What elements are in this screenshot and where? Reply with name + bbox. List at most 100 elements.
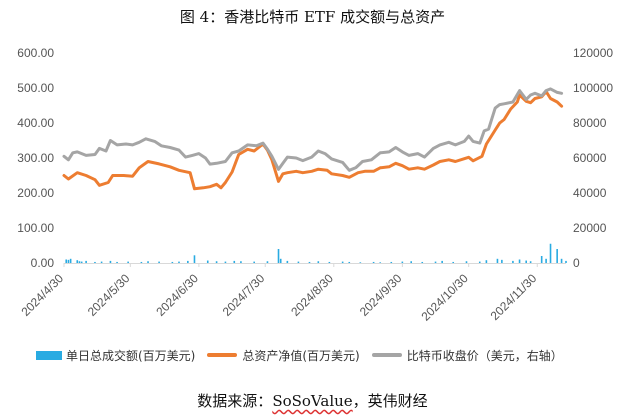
- y-axis-right: 0 20000 40000 60000 80000 100000 120000: [573, 46, 613, 270]
- x-tick-label: 2024/6/30: [153, 271, 201, 319]
- legend-label-volume: 单日总成交额(百万美元): [66, 348, 196, 363]
- y-right-tick-label: 80000: [573, 116, 607, 130]
- chart-plot: 0.00 100.00 200.00 300.00 400.00 500.00 600.00…: [17, 46, 613, 324]
- x-tick-label: 2024/5/30: [85, 271, 133, 319]
- y-left-tick-label: 400.00: [17, 116, 54, 130]
- volume-bar: [127, 261, 129, 263]
- volume-bar: [496, 258, 499, 263]
- volume-bar: [233, 260, 236, 263]
- volume-bar: [556, 249, 558, 263]
- y-left-tick-label: 100.00: [17, 221, 54, 235]
- volume-bar: [85, 260, 87, 263]
- x-tick-label: 2024/4/30: [18, 271, 66, 319]
- legend-swatch-btc: [371, 353, 402, 357]
- volume-bar: [452, 261, 455, 263]
- volume-bar: [549, 243, 552, 263]
- volume-bar: [266, 261, 269, 263]
- volume-bar: [379, 262, 382, 263]
- y-right-tick-label: 120000: [573, 46, 613, 60]
- x-tick-label: 2024/8/30: [288, 271, 336, 319]
- x-tick-label: 2024/9/30: [357, 271, 405, 319]
- volume-bar: [465, 261, 468, 263]
- volume-bar: [178, 261, 180, 263]
- volume-bar: [525, 260, 527, 263]
- y-left-tick-label: 300.00: [17, 151, 54, 165]
- x-axis: 2024/4/30 2024/5/30 2024/6/30 2024/7/30 2024…: [18, 263, 540, 324]
- y-left-tick-label: 500.00: [17, 81, 54, 95]
- volume-bar: [80, 261, 83, 263]
- price-lines: [62, 87, 564, 191]
- volume-bar: [67, 259, 70, 263]
- volume-bar: [279, 258, 282, 263]
- volume-bar: [147, 261, 149, 263]
- y-right-tick-label: 20000: [573, 221, 607, 235]
- y-right-tick-label: 100000: [573, 81, 613, 95]
- volume-bar: [297, 261, 300, 263]
- volume-bar: [94, 261, 96, 263]
- legend: 单日总成交额(百万美元) 总资产净值(百万美元) 比特币收盘价（美元，右轴）: [36, 346, 621, 364]
- volume-bar: [277, 249, 280, 263]
- volume-bar: [78, 261, 81, 263]
- volume-bar: [401, 261, 404, 263]
- volume-bar: [512, 260, 514, 263]
- source-prefix: 数据来源：: [197, 392, 273, 410]
- volume-bar: [545, 258, 547, 263]
- y-left-tick-label: 200.00: [17, 186, 54, 200]
- volume-bar: [69, 258, 72, 263]
- volume-bar: [240, 261, 242, 263]
- volume-bar: [560, 258, 563, 263]
- y-left-tick-label: 600.00: [17, 46, 54, 60]
- volume-bar: [529, 261, 532, 263]
- volume-bar: [565, 260, 567, 263]
- legend-label-btc: 比特币收盘价（美元，右轴）: [406, 348, 563, 363]
- volume-bar: [434, 261, 437, 263]
- volume-bar: [421, 261, 424, 263]
- y-right-tick-label: 40000: [573, 186, 607, 200]
- volume-bar: [390, 261, 393, 263]
- volume-bar: [348, 261, 351, 263]
- y-left-tick-label: 0.00: [31, 256, 55, 270]
- legend-item-aum: 总资产净值(百万美元): [207, 347, 360, 364]
- x-tick-label: 2024/10/30: [418, 271, 471, 324]
- volume-bar: [328, 261, 331, 263]
- x-tick-label: 2024/7/30: [220, 271, 268, 319]
- btc-price-line: [62, 87, 564, 172]
- volume-bar: [187, 260, 189, 263]
- volume-bar: [441, 260, 443, 263]
- volume-bar: [171, 261, 174, 263]
- aum-line: [62, 90, 564, 191]
- volume-bar: [116, 261, 118, 263]
- volume-bar: [540, 256, 543, 263]
- volume-bar: [206, 260, 209, 263]
- volume-bar: [410, 261, 412, 263]
- volume-bar: [65, 259, 68, 263]
- volume-bar: [253, 261, 255, 263]
- y-right-tick-label: 0: [573, 256, 580, 270]
- legend-swatch-volume: [36, 350, 62, 360]
- y-right-tick-label: 60000: [573, 151, 607, 165]
- volume-bar: [501, 259, 503, 263]
- legend-item-btc: 比特币收盘价（美元，右轴）: [371, 347, 563, 364]
- x-tick-label: 2024/11/30: [488, 271, 540, 323]
- volume-bar: [317, 261, 320, 263]
- volume-bar: [341, 261, 344, 263]
- volume-bar: [215, 261, 218, 263]
- volume-bar: [193, 255, 196, 263]
- volume-bar: [485, 260, 488, 263]
- legend-label-aum: 总资产净值(百万美元): [242, 348, 360, 363]
- y-axis-left: 0.00 100.00 200.00 300.00 400.00 500.00 600.00: [17, 46, 54, 270]
- volume-bar: [478, 261, 481, 263]
- volume-bar: [76, 260, 79, 263]
- chart-title: 图 4：香港比特币 ETF 成交额与总资产: [179, 8, 446, 26]
- source-value: SoSoValue: [272, 392, 353, 410]
- volume-bar: [359, 262, 362, 263]
- source-suffix: ，英伟财经: [352, 392, 428, 410]
- volume-bar: [372, 261, 375, 263]
- volume-bar: [158, 261, 160, 263]
- volume-bar: [140, 261, 143, 263]
- volume-bars: [65, 243, 567, 263]
- volume-bar: [286, 260, 289, 263]
- legend-swatch-aum: [207, 353, 238, 357]
- legend-item-volume: 单日总成交额(百万美元): [36, 347, 195, 364]
- volume-bar: [109, 260, 112, 263]
